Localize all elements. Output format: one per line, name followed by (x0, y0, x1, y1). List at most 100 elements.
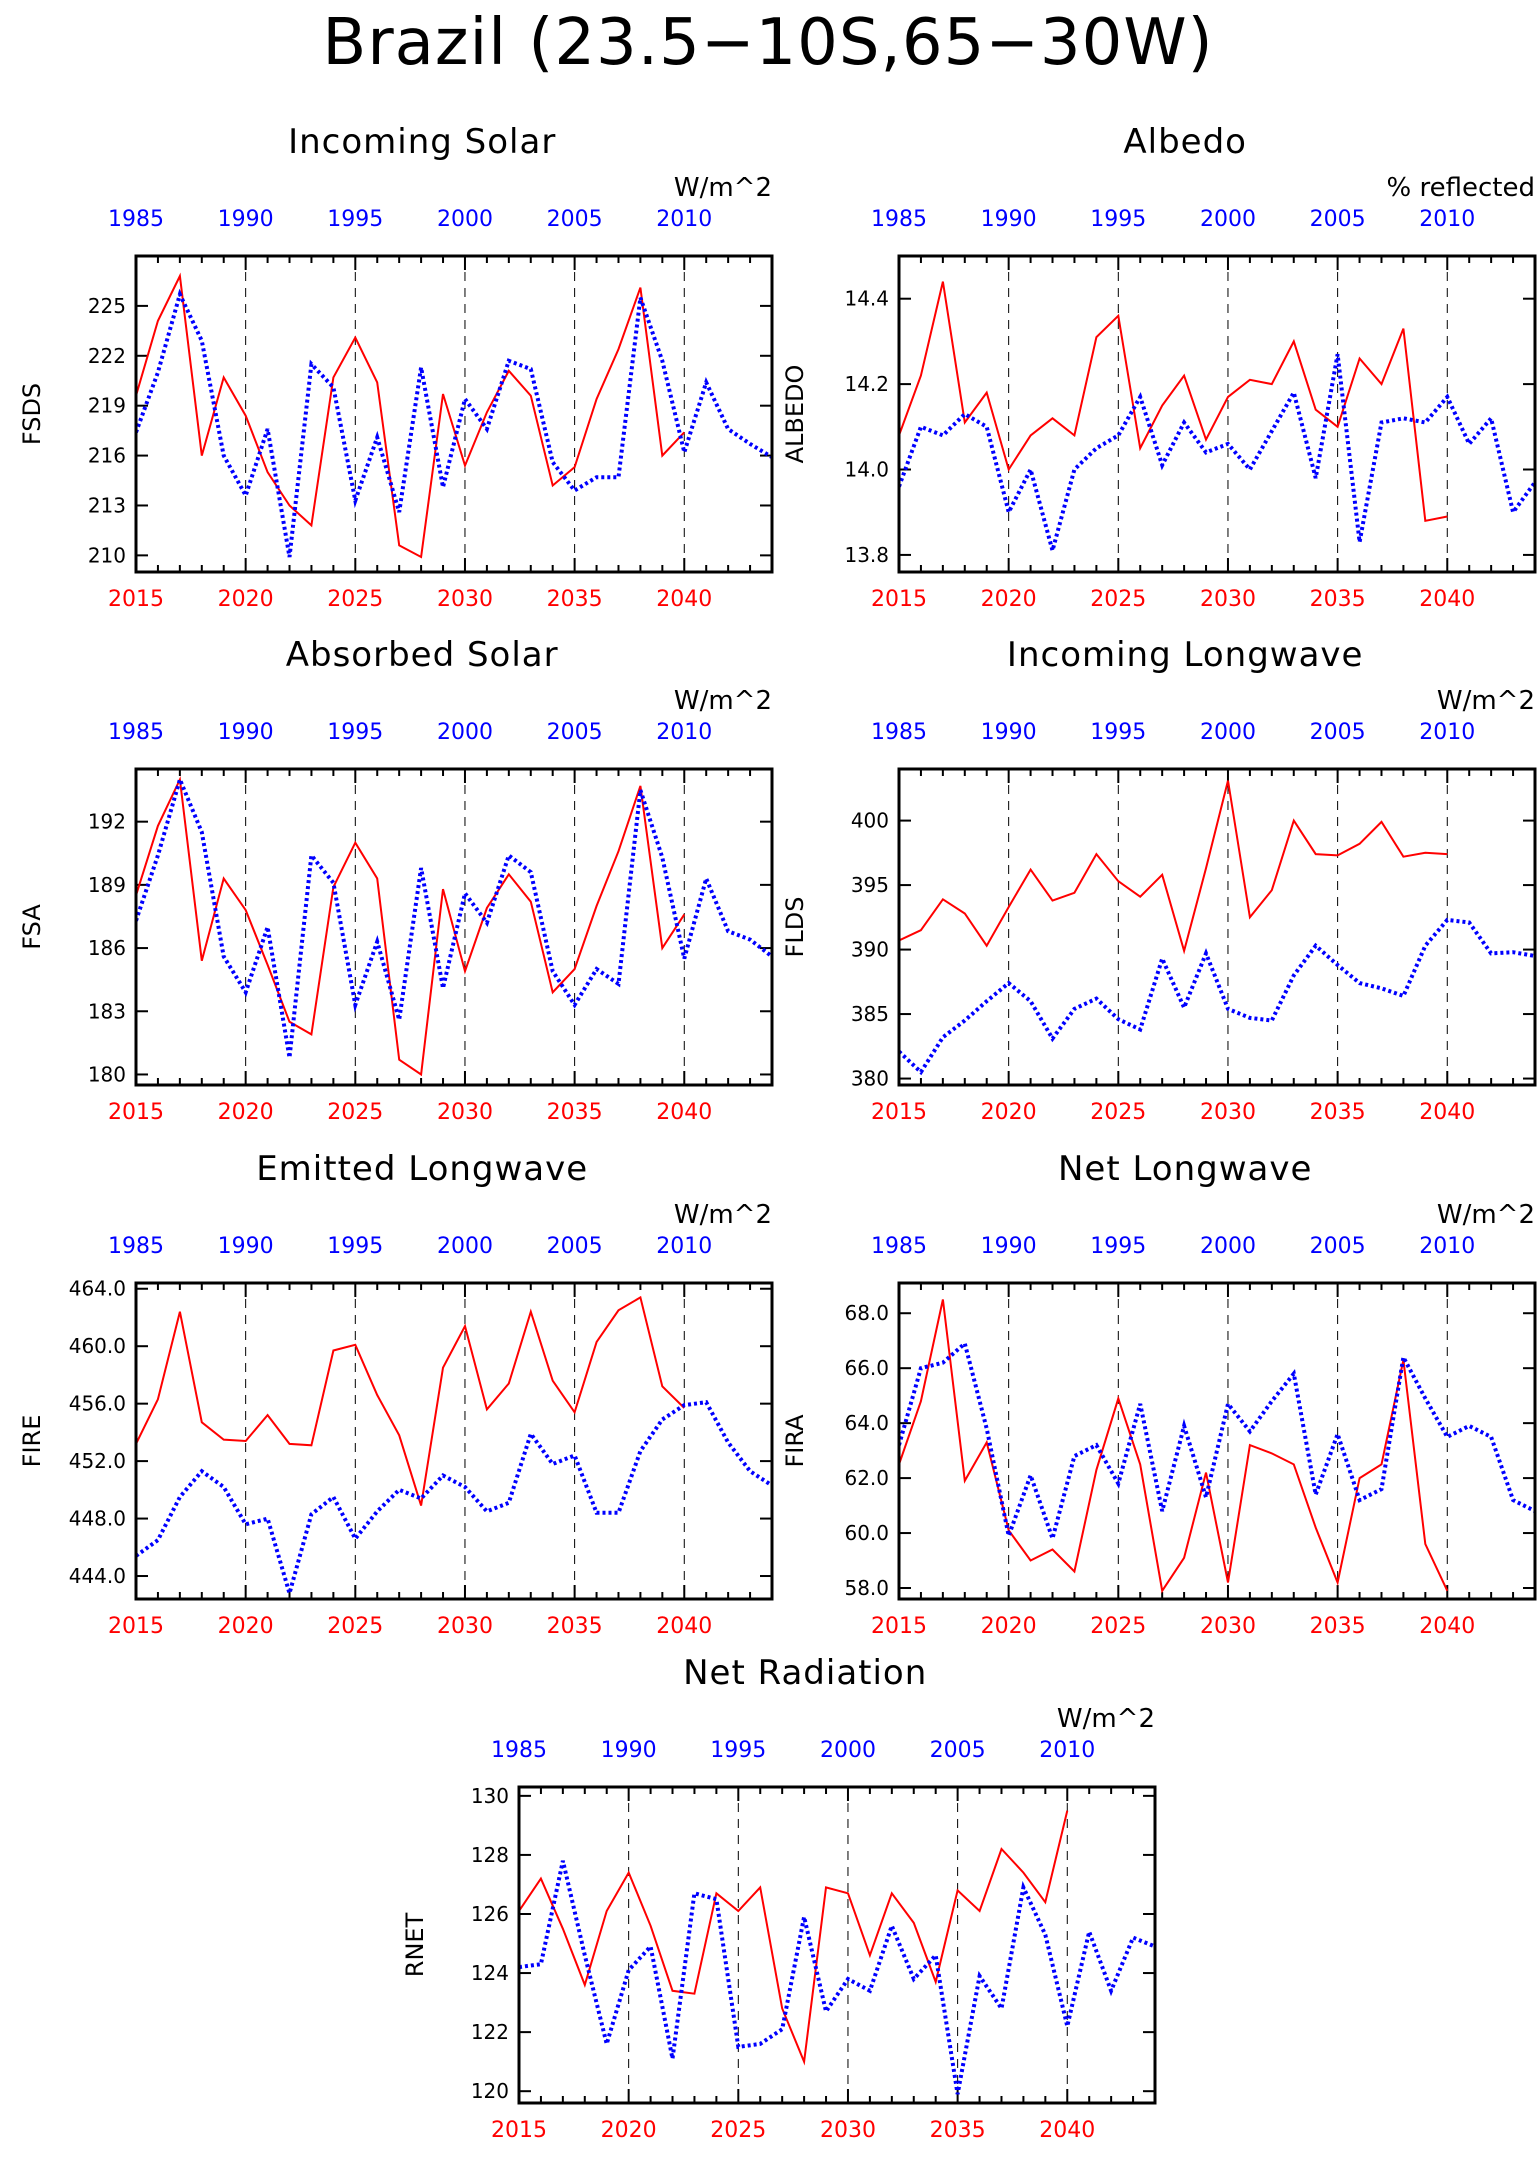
x-tick-label-bottom: 2025 (1090, 587, 1146, 612)
x-tick-label-bottom: 2025 (1090, 1100, 1146, 1125)
y-tick-label: 66.0 (844, 1356, 889, 1380)
x-tick-label-top: 2005 (1310, 1234, 1366, 1259)
x-tick-label-top: 2010 (656, 720, 712, 745)
units-label: W/m^2 (1437, 1200, 1535, 1230)
x-tick-label-bottom: 2020 (218, 1614, 274, 1639)
series-line-1985-2014 (136, 773, 772, 1058)
y-axis-label: FIRA (781, 1414, 809, 1468)
x-tick-label-bottom: 2035 (1310, 1614, 1366, 1639)
y-tick-label: 13.8 (844, 543, 889, 567)
y-tick-label: 380 (851, 1067, 889, 1091)
y-axis-label: ALBEDO (781, 365, 809, 464)
series-line-2015-2040 (136, 1295, 686, 1506)
x-tick-label-bottom: 2020 (218, 587, 274, 612)
panel-title: Net Longwave (1058, 1149, 1312, 1189)
x-tick-label-bottom: 2030 (437, 587, 493, 612)
panel-title: Albedo (1123, 122, 1247, 162)
x-tick-label-bottom: 2035 (1310, 1100, 1366, 1125)
y-tick-label: 456.0 (69, 1392, 126, 1416)
plot-frame (897, 1281, 1537, 1601)
x-tick-label-top: 2000 (1200, 1234, 1256, 1259)
x-tick-label-top: 2010 (1039, 1738, 1095, 1763)
x-tick-label-bottom: 2035 (547, 1614, 603, 1639)
x-tick-label-bottom: 2030 (437, 1614, 493, 1639)
y-tick-label: 130 (471, 1784, 509, 1808)
x-tick-label-top: 2005 (547, 207, 603, 232)
x-tick-label-top: 2010 (1419, 207, 1475, 232)
panel-title: Incoming Solar (288, 122, 556, 162)
x-tick-label-bottom: 2040 (1419, 1614, 1475, 1639)
units-label: % reflected (1387, 173, 1535, 203)
y-tick-label: 444.0 (69, 1564, 126, 1588)
chart-panel-5: Emitted Longwave W/m^2 FIRE 444.0 448.0 452.0… (18, 1149, 774, 1639)
x-tick-label-top: 2010 (656, 1234, 712, 1259)
x-tick-label-top: 2005 (1310, 207, 1366, 232)
x-tick-label-bottom: 2020 (981, 587, 1037, 612)
y-axis-label: RNET (401, 1912, 429, 1977)
series-line-2015-2040 (136, 272, 686, 559)
x-tick-label-top: 1990 (218, 1234, 274, 1259)
x-tick-label-top: 2005 (547, 720, 603, 745)
x-tick-label-bottom: 2025 (1090, 1614, 1146, 1639)
x-tick-label-bottom: 2025 (327, 1100, 383, 1125)
y-tick-label: 192 (88, 810, 126, 834)
x-tick-label-top: 1990 (981, 1234, 1037, 1259)
y-tick-label: 62.0 (844, 1466, 889, 1490)
x-tick-label-top: 1990 (218, 720, 274, 745)
series-line-2015-2040 (899, 780, 1448, 955)
x-tick-label-top: 2000 (820, 1738, 876, 1763)
y-tick-label: 400 (851, 809, 889, 833)
x-tick-label-bottom: 2025 (327, 1614, 383, 1639)
x-tick-label-top: 1995 (327, 720, 383, 745)
x-tick-label-bottom: 2025 (327, 587, 383, 612)
plot-frame (134, 767, 774, 1087)
y-tick-label: 122 (471, 2020, 509, 2044)
x-tick-label-bottom: 2015 (108, 587, 164, 612)
x-tick-label-top: 2000 (437, 1234, 493, 1259)
y-tick-label: 126 (471, 1902, 509, 1926)
x-tick-label-bottom: 2015 (871, 1100, 927, 1125)
x-tick-label-bottom: 2020 (981, 1614, 1037, 1639)
series-line-2015-2040 (519, 1810, 1069, 2066)
series-line-1985-2014 (136, 1400, 772, 1599)
x-tick-label-top: 2000 (437, 207, 493, 232)
units-label: W/m^2 (674, 1200, 772, 1230)
series-line-2015-2040 (136, 775, 686, 1077)
panel-title: Net Radiation (683, 1653, 927, 1693)
chart-panel-2: Albedo % reflected ALBEDO 13.8 14.0 14.2 14.4 2… (781, 122, 1537, 612)
x-tick-label-bottom: 2025 (710, 2118, 766, 2143)
x-tick-label-top: 1985 (871, 1234, 927, 1259)
y-tick-label: 390 (851, 938, 889, 962)
y-tick-label: 58.0 (844, 1576, 889, 1600)
x-tick-label-bottom: 2040 (656, 1100, 712, 1125)
x-tick-label-top: 2010 (1419, 720, 1475, 745)
plot-frame (134, 1281, 774, 1601)
chart-panel-4: Incoming Longwave W/m^2 FLDS 380 385 390 395 40… (781, 635, 1537, 1125)
y-axis-label: FLDS (781, 897, 809, 958)
x-tick-label-bottom: 2015 (871, 587, 927, 612)
chart-panel-3: Absorbed Solar W/m^2 FSA 180 183 186 189 192 201… (18, 635, 774, 1125)
panel-title: Incoming Longwave (1007, 635, 1364, 675)
x-tick-label-bottom: 2030 (1200, 1100, 1256, 1125)
y-tick-label: 460.0 (69, 1334, 126, 1358)
series-line-1985-2014 (899, 353, 1535, 559)
x-tick-label-bottom: 2030 (1200, 1614, 1256, 1639)
plot-frame (517, 1785, 1157, 2105)
x-tick-label-bottom: 2030 (1200, 587, 1256, 612)
y-tick-label: 222 (88, 344, 126, 368)
figure-title: Brazil (23.5−10S,65−30W) (322, 6, 1213, 80)
x-tick-label-bottom: 2035 (930, 2118, 986, 2143)
series-line-1985-2014 (899, 1339, 1535, 1546)
plot-frame (897, 254, 1537, 574)
y-tick-label: 14.2 (844, 372, 889, 396)
x-tick-label-top: 1995 (1090, 720, 1146, 745)
x-tick-label-top: 1990 (981, 207, 1037, 232)
chart-panel-1: Incoming Solar W/m^2 FSDS 210 213 216 219 222 22… (18, 122, 774, 612)
plot-frame (897, 767, 1537, 1087)
y-tick-label: 395 (851, 873, 889, 897)
y-tick-label: 219 (88, 394, 126, 418)
y-tick-label: 216 (88, 444, 126, 468)
y-tick-label: 128 (471, 1843, 509, 1867)
units-label: W/m^2 (1057, 1704, 1155, 1734)
